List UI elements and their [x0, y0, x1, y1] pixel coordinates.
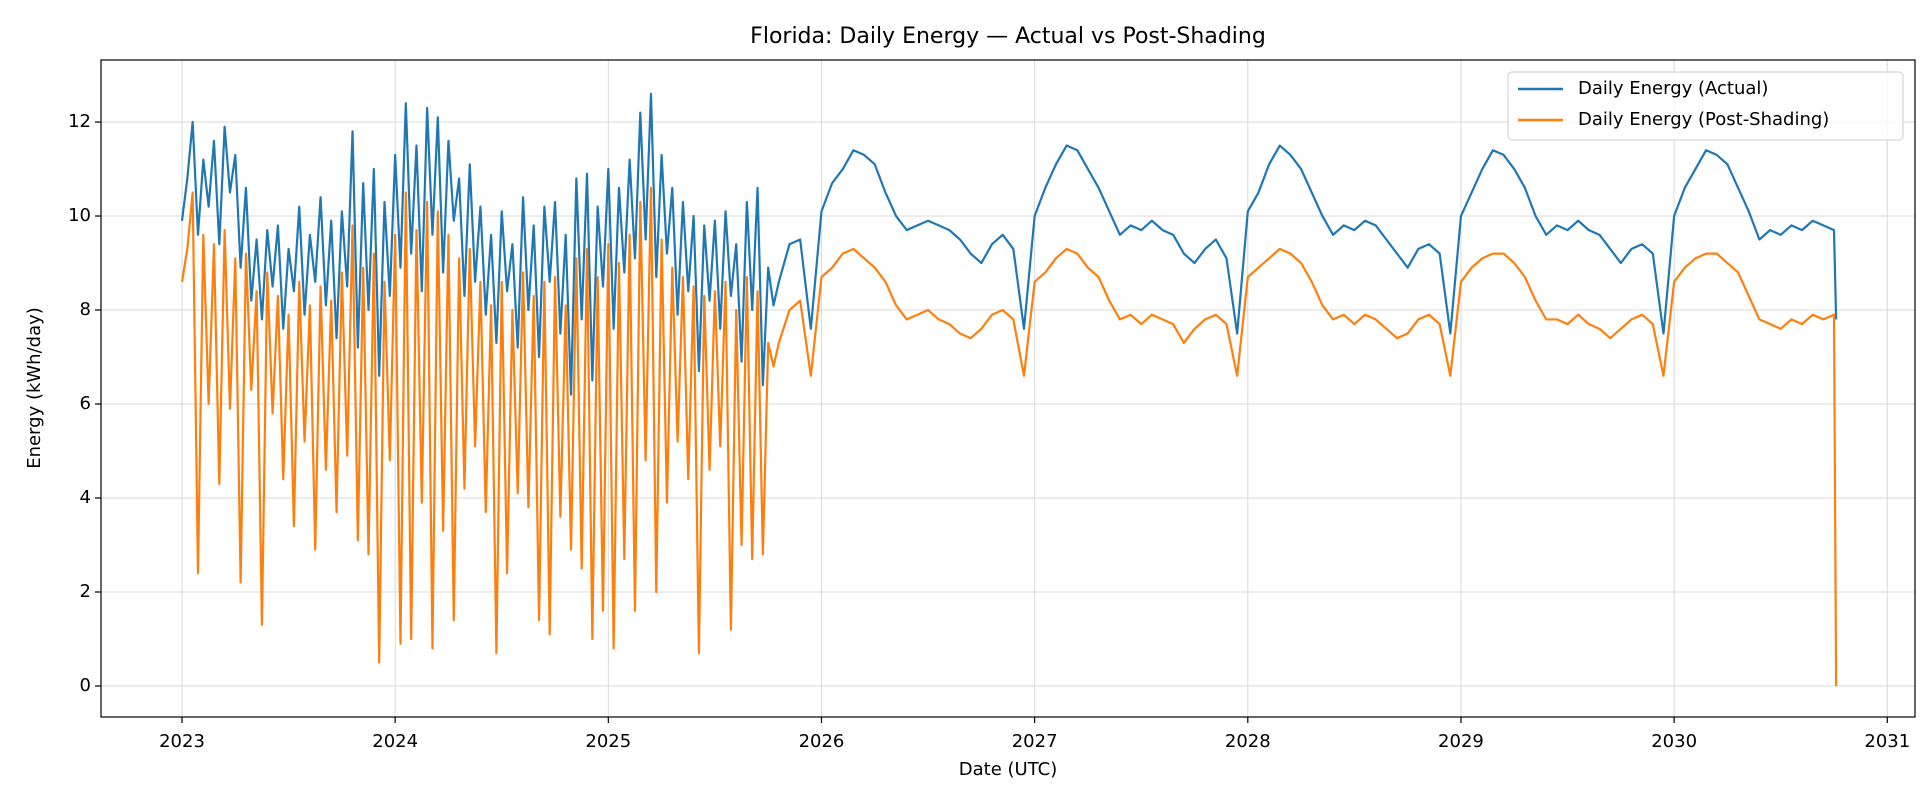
- x-tick-label: 2026: [799, 731, 845, 752]
- plot-frame: [100, 59, 1916, 718]
- y-axis-label: Energy (kWh/day): [24, 307, 45, 469]
- x-tick-label: 2025: [585, 731, 631, 752]
- series-line: [180, 92, 1838, 396]
- y-tick-label: 8: [80, 299, 91, 320]
- x-tick-label: 2023: [159, 731, 205, 752]
- y-tick-label: 10: [68, 205, 91, 226]
- legend-label: Daily Energy (Actual): [1578, 78, 1768, 99]
- chart-title: Florida: Daily Energy — Actual vs Post-S…: [750, 24, 1266, 49]
- x-axis-label: Date (UTC): [959, 759, 1057, 780]
- x-tick-label: 2030: [1651, 731, 1697, 752]
- legend-label: Daily Energy (Post-Shading): [1578, 109, 1829, 130]
- x-tick-label: 2029: [1438, 731, 1484, 752]
- legend-box: [1507, 71, 1904, 141]
- y-tick-label: 4: [80, 487, 91, 508]
- x-tick-label: 2024: [372, 731, 418, 752]
- legend: Daily Energy (Actual) Daily Energy (Post-…: [1507, 71, 1904, 141]
- series-line: [180, 186, 1838, 686]
- y-tick-label: 2: [80, 581, 91, 602]
- x-tick-label: 2027: [1012, 731, 1058, 752]
- y-tick-label: 0: [80, 675, 91, 696]
- y-tick-label: 6: [80, 393, 91, 414]
- y-tick-label: 12: [68, 111, 91, 132]
- x-tick-label: 2028: [1225, 731, 1271, 752]
- x-tick-label: 2031: [1864, 731, 1910, 752]
